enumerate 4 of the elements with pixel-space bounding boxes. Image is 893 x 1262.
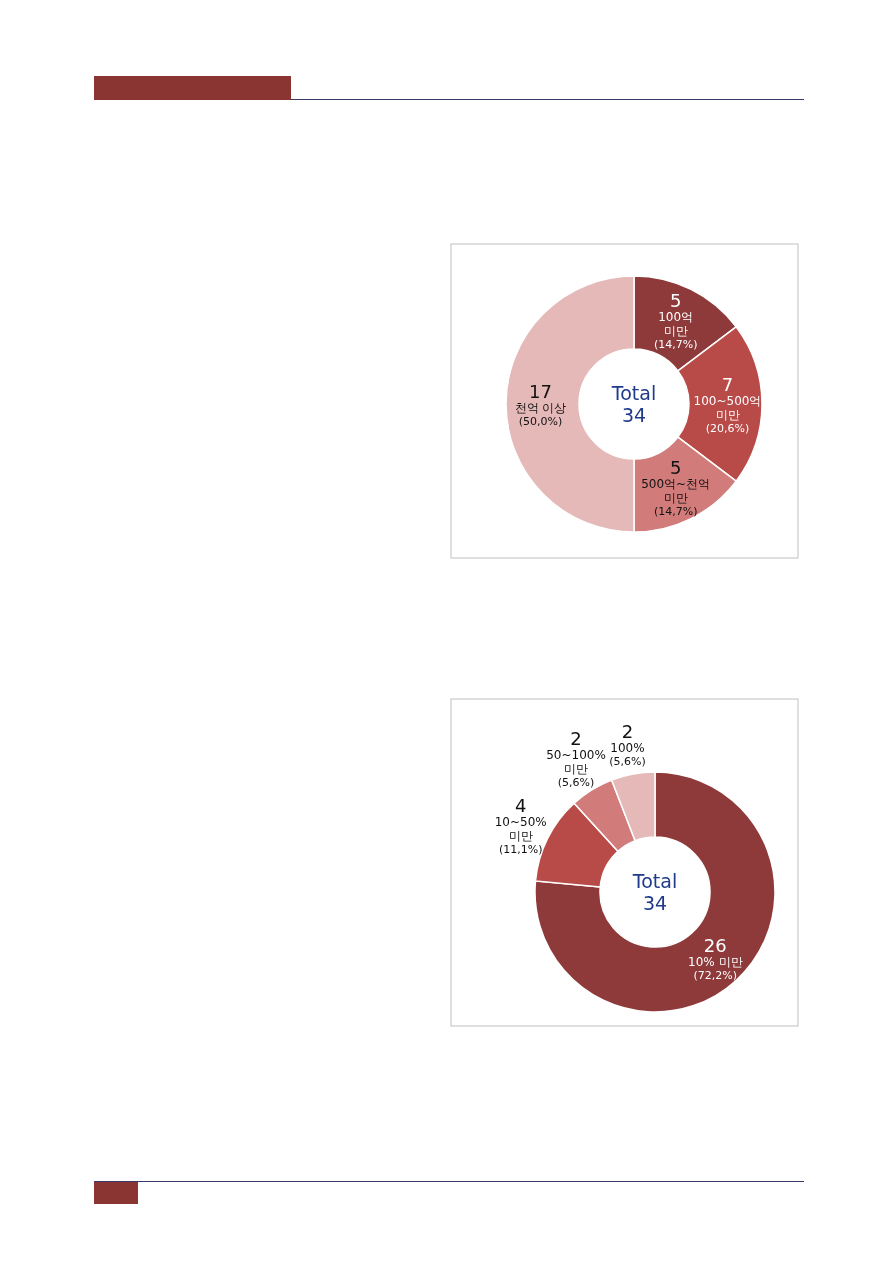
text: Total	[631, 870, 678, 892]
text: 34	[642, 892, 668, 914]
text: 34	[621, 404, 647, 426]
text: Total	[610, 382, 657, 404]
